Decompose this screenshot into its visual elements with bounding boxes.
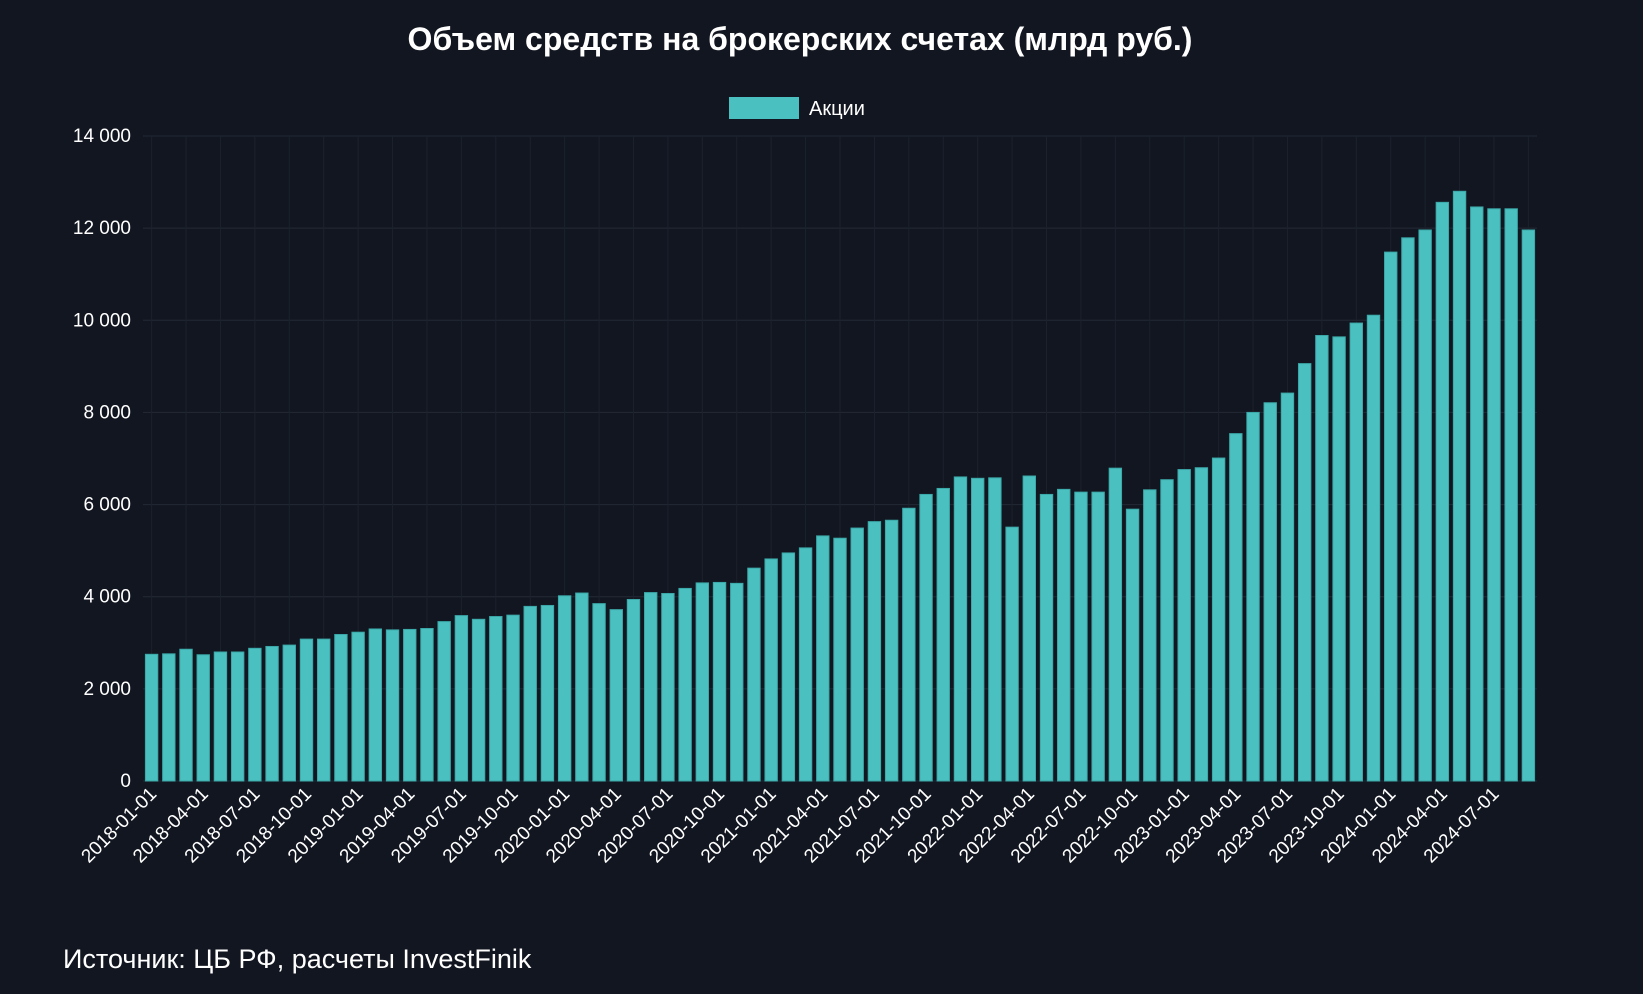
bar (523, 605, 537, 782)
y-tick-label: 0 (120, 771, 131, 792)
y-tick-label: 12 000 (73, 218, 131, 239)
bar (420, 628, 434, 782)
bar (385, 629, 400, 782)
bar (661, 592, 675, 782)
bar (1315, 334, 1329, 782)
bar (1366, 314, 1381, 782)
bar (1194, 467, 1209, 782)
bar (592, 603, 606, 782)
y-tick-label: 10 000 (73, 310, 131, 331)
y-tick-label: 8 000 (83, 402, 131, 423)
bar (1229, 433, 1243, 782)
bar (867, 521, 882, 782)
bar (798, 547, 813, 782)
y-tick-label: 6 000 (83, 495, 131, 516)
bar (1039, 493, 1054, 782)
y-tick-label: 4 000 (83, 587, 131, 608)
bar (1435, 201, 1450, 782)
y-tick-label: 2 000 (83, 679, 131, 700)
bar (144, 653, 159, 782)
bar (368, 628, 383, 782)
bar (403, 628, 417, 782)
bar (1280, 392, 1295, 782)
bar (1005, 526, 1019, 782)
bar (1332, 336, 1346, 782)
bar (1418, 229, 1432, 782)
y-axis: 0 2 000 4 000 6 000 8 000 10 000 12 000 14 000 (73, 126, 131, 792)
bar (471, 618, 486, 782)
bar (1504, 208, 1518, 782)
bar (540, 604, 555, 782)
bar (1246, 411, 1260, 782)
bar (489, 616, 503, 782)
legend-label: Акции (809, 98, 865, 120)
bar (213, 651, 228, 782)
legend[interactable]: Акции (729, 97, 865, 120)
bar (884, 519, 899, 782)
bar (282, 644, 296, 782)
bar (1487, 208, 1501, 782)
bar (1401, 237, 1415, 782)
bar (833, 537, 847, 782)
legend-swatch (729, 97, 799, 119)
bar (919, 493, 933, 782)
bar (437, 621, 451, 782)
bar (1177, 469, 1191, 782)
bar (334, 633, 348, 782)
bar (1125, 508, 1140, 782)
bar (712, 581, 727, 782)
bar (557, 595, 572, 782)
bar (1211, 457, 1226, 782)
bar (816, 535, 830, 782)
bar (764, 558, 778, 782)
bar (1108, 467, 1123, 782)
bar (1263, 402, 1277, 782)
bar (988, 477, 1002, 782)
source-note: Источник: ЦБ РФ, расчеты InvestFinik (63, 944, 532, 974)
bar (299, 638, 314, 782)
bar (1057, 488, 1071, 782)
bar (643, 592, 658, 782)
bar (747, 567, 761, 782)
bar (196, 654, 210, 782)
bar (1074, 491, 1088, 782)
bar (695, 582, 710, 782)
bar (936, 487, 950, 782)
bar (1470, 206, 1484, 782)
bar (1091, 491, 1105, 782)
bar (678, 587, 692, 782)
bar (248, 647, 262, 782)
bar (953, 476, 968, 782)
bar (1297, 363, 1312, 782)
y-tick-label: 14 000 (73, 126, 131, 147)
bar (506, 614, 520, 782)
bar (1452, 190, 1467, 782)
bar (1143, 489, 1157, 782)
bar (179, 648, 193, 782)
chart-title: Объем средств на брокерских счетах (млрд… (408, 21, 1193, 57)
bar (454, 615, 469, 782)
bar (1521, 229, 1536, 782)
bar (317, 638, 331, 782)
bar (781, 552, 796, 782)
bar (265, 645, 279, 782)
bar (902, 507, 916, 782)
bar (730, 582, 744, 782)
bar (1022, 475, 1037, 782)
x-axis: 2018-01-012018-04-012018-07-012018-10-01… (78, 784, 1504, 868)
bar (850, 527, 864, 782)
bar (626, 598, 641, 782)
bar (1349, 322, 1363, 782)
bar (1384, 251, 1398, 782)
bar (351, 631, 365, 782)
bar (230, 651, 245, 782)
bars (144, 190, 1536, 782)
bar (970, 477, 985, 782)
bar (609, 609, 623, 782)
bar (575, 592, 589, 782)
bar (1160, 479, 1174, 782)
bar (162, 653, 176, 782)
